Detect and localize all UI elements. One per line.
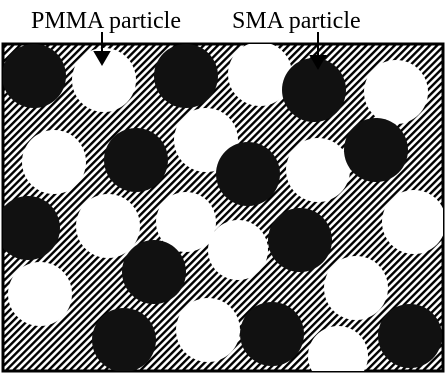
sma-label: SMA particle: [232, 8, 361, 34]
pmma-label: PMMA particle: [31, 8, 181, 34]
diagram: PMMA particle SMA particle: [0, 0, 446, 373]
